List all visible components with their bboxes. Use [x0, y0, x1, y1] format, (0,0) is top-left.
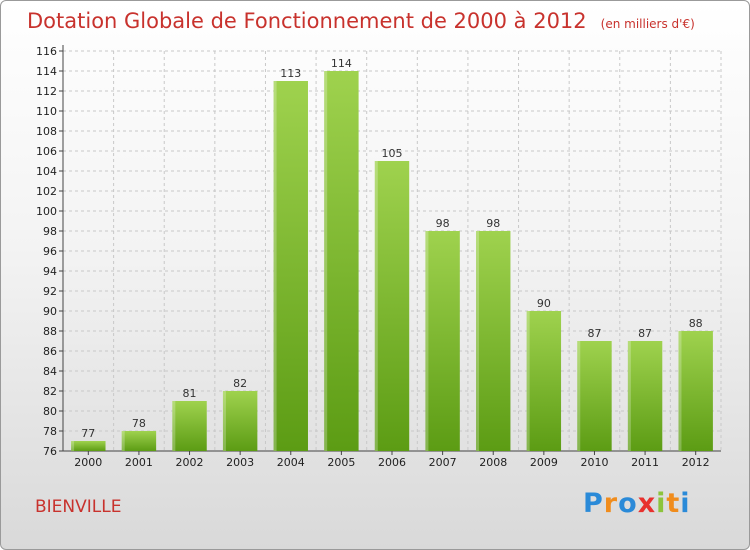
y-tick-label: 116 — [36, 45, 57, 58]
y-tick-label: 86 — [43, 345, 57, 358]
logo-letter: r — [603, 488, 619, 519]
bar-value-label: 114 — [331, 57, 352, 70]
bar-value-label: 87 — [638, 327, 652, 340]
bar-value-label: 98 — [436, 217, 450, 230]
bar-highlight — [172, 401, 176, 451]
bar-value-label: 82 — [233, 377, 247, 390]
bar-highlight — [121, 431, 125, 451]
bar — [374, 161, 410, 451]
bar-value-label: 81 — [183, 387, 197, 400]
logo-letter: P — [583, 488, 604, 519]
bar — [577, 341, 612, 451]
bar-highlight — [71, 441, 75, 451]
y-tick-label: 88 — [43, 325, 57, 338]
y-tick-label: 94 — [43, 265, 57, 278]
x-tick-label: 2007 — [429, 456, 457, 469]
bar-value-label: 78 — [132, 417, 146, 430]
bar-highlight — [526, 311, 530, 451]
y-tick-label: 110 — [36, 105, 57, 118]
bar-value-label: 88 — [689, 317, 703, 330]
bar-highlight — [577, 341, 581, 451]
bar — [172, 401, 207, 451]
y-tick-label: 84 — [43, 365, 57, 378]
bars — [71, 71, 713, 451]
bar — [627, 341, 663, 451]
commune-name: BIENVILLE — [35, 497, 122, 517]
chart-title-text: Dotation Globale de Fonctionnement de 20… — [27, 9, 587, 33]
x-tick-label: 2004 — [277, 456, 305, 469]
chart-title-unit: (en milliers d'€) — [600, 17, 695, 31]
x-tick-label: 2011 — [631, 456, 659, 469]
logo-letter: x — [637, 488, 657, 519]
y-tick-label: 80 — [43, 405, 57, 418]
proxiti-logo: Proxiti — [583, 488, 691, 519]
bar-value-label: 105 — [382, 147, 403, 160]
x-tick-label: 2009 — [530, 456, 558, 469]
x-tick-label: 2002 — [176, 456, 204, 469]
x-tick-label: 2006 — [378, 456, 406, 469]
y-tick-label: 82 — [43, 385, 57, 398]
bar — [121, 431, 157, 451]
y-tick-label: 104 — [36, 165, 57, 178]
bar-value-label: 90 — [537, 297, 551, 310]
bar — [222, 391, 258, 451]
logo-letter: i — [656, 488, 667, 519]
logo-letter: t — [666, 488, 681, 519]
bar-highlight — [273, 81, 277, 451]
y-tick-label: 114 — [36, 65, 57, 78]
logo-letter: i — [680, 488, 691, 519]
bar-highlight — [627, 341, 631, 451]
bar-highlight — [222, 391, 226, 451]
y-tick-label: 112 — [36, 85, 57, 98]
data-labels: 2000 77 2001 78 2002 81 2003 82 2004 113 2005 114 20… — [74, 57, 709, 469]
bar-value-label: 87 — [587, 327, 601, 340]
x-tick-label: 2001 — [125, 456, 153, 469]
y-tick-label: 106 — [36, 145, 57, 158]
axes: 76 78 80 82 84 86 88 90 92 94 96 98 100 102 104 106 108 1… — [36, 45, 721, 458]
bar — [526, 311, 562, 451]
x-tick-label: 2005 — [327, 456, 355, 469]
logo-letter: o — [618, 488, 638, 519]
bar-highlight — [476, 231, 480, 451]
bar — [71, 441, 106, 451]
bar — [476, 231, 511, 451]
bar-value-label: 77 — [81, 427, 95, 440]
chart-title: Dotation Globale de Fonctionnement de 20… — [27, 9, 695, 33]
bar-highlight — [374, 161, 378, 451]
bar-value-label: 98 — [486, 217, 500, 230]
bar-highlight — [324, 71, 328, 451]
bar — [324, 71, 359, 451]
x-tick-label: 2003 — [226, 456, 254, 469]
bar-highlight — [425, 231, 429, 451]
y-tick-label: 96 — [43, 245, 57, 258]
x-tick-label: 2012 — [682, 456, 710, 469]
bar — [678, 331, 713, 451]
y-tick-label: 100 — [36, 205, 57, 218]
bar — [425, 231, 460, 451]
y-tick-label: 76 — [43, 445, 57, 458]
x-tick-label: 2008 — [479, 456, 507, 469]
y-tick-label: 90 — [43, 305, 57, 318]
bar — [273, 81, 308, 451]
y-tick-label: 98 — [43, 225, 57, 238]
y-tick-label: 92 — [43, 285, 57, 298]
bar-value-label: 113 — [280, 67, 301, 80]
y-tick-label: 78 — [43, 425, 57, 438]
bar-highlight — [678, 331, 682, 451]
x-tick-label: 2000 — [74, 456, 102, 469]
x-tick-label: 2010 — [580, 456, 608, 469]
y-tick-label: 108 — [36, 125, 57, 138]
y-tick-label: 102 — [36, 185, 57, 198]
